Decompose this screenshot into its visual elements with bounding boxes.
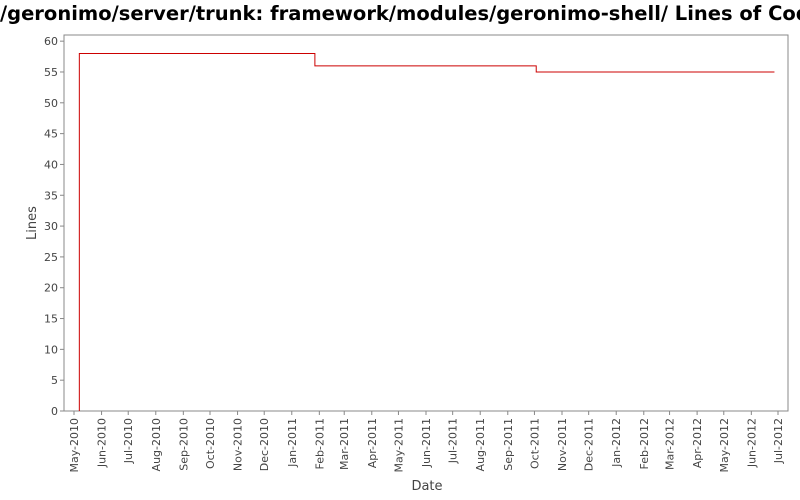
y-tick-label: 25: [44, 251, 58, 264]
x-tick-label: Apr-2011: [366, 418, 379, 468]
x-tick-label: Dec-2011: [583, 418, 596, 471]
x-tick-label: Jan-2011: [286, 418, 299, 468]
x-tick-label: May-2010: [68, 418, 81, 473]
x-tick-label: Dec-2010: [258, 418, 271, 471]
x-tick-label: Mar-2011: [338, 418, 351, 470]
y-tick-label: 5: [51, 374, 58, 387]
x-tick-label: Oct-2010: [204, 418, 217, 469]
x-tick-label: Jul-2012: [772, 418, 785, 464]
x-tick-label: Sep-2010: [177, 418, 190, 471]
x-tick-label: Jul-2010: [122, 418, 135, 464]
x-tick-label: Nov-2011: [556, 418, 569, 471]
x-tick-label: May-2011: [392, 418, 405, 473]
x-tick-label: Jan-2012: [610, 418, 623, 468]
y-tick-label: 0: [51, 405, 58, 418]
x-tick-label: Jun-2011: [420, 418, 433, 468]
x-tick-label: May-2012: [718, 418, 731, 473]
y-tick-label: 50: [44, 97, 58, 110]
y-tick-label: 40: [44, 158, 58, 171]
y-tick-label: 15: [44, 313, 58, 326]
y-tick-label: 60: [44, 35, 58, 48]
y-tick-label: 10: [44, 343, 58, 356]
y-tick-label: 55: [44, 66, 58, 79]
x-axis-label: Date: [411, 479, 442, 494]
x-tick-label: Sep-2011: [502, 418, 515, 471]
y-tick-label: 20: [44, 282, 58, 295]
x-tick-label: Aug-2011: [474, 418, 487, 471]
y-axis-label: Lines: [25, 206, 40, 240]
chart-title: /geronimo/server/trunk: framework/module…: [0, 2, 800, 25]
x-tick-label: Jul-2011: [447, 418, 460, 464]
x-tick-label: Nov-2010: [232, 418, 245, 471]
x-tick-label: Apr-2012: [691, 418, 704, 468]
x-tick-label: Jun-2012: [745, 418, 758, 468]
x-tick-label: Jun-2010: [96, 418, 109, 468]
plot-area: [63, 34, 789, 412]
x-tick-label: Feb-2011: [313, 418, 326, 469]
y-axis: 0 5 10 15 20 25 30 35 40 45 50 55 60: [44, 35, 64, 418]
x-tick-label: Mar-2012: [664, 418, 677, 470]
y-tick-label: 30: [44, 220, 58, 233]
x-tick-label: Aug-2010: [150, 418, 163, 471]
x-axis: May-2010 Jun-2010 Jul-2010 Aug-2010 Sep-2010…: [68, 411, 785, 473]
x-tick-label: Feb-2012: [638, 418, 651, 469]
series-line: [78, 52, 775, 411]
x-tick-label: Oct-2011: [528, 418, 541, 469]
y-tick-label: 45: [44, 128, 58, 141]
series-group: [78, 52, 775, 411]
y-tick-label: 35: [44, 189, 58, 202]
